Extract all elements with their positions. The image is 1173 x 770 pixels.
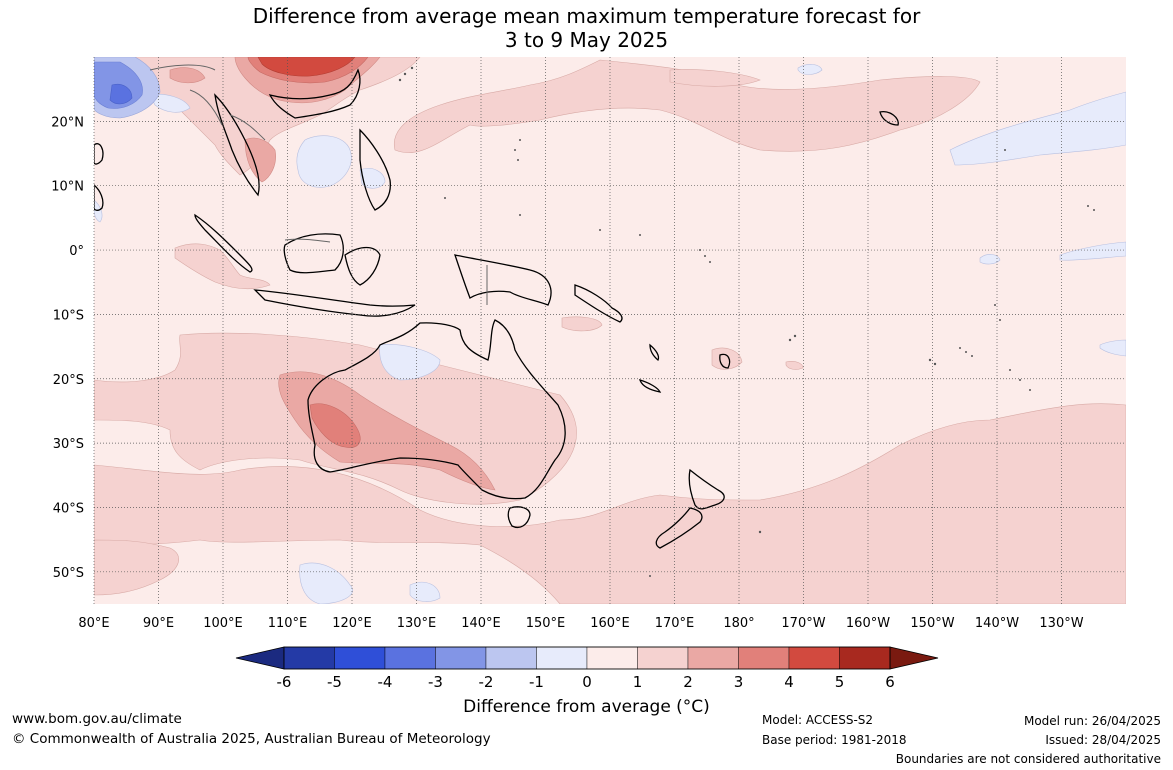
colorbar-tick-label: 5 <box>835 673 845 691</box>
longitude-label: 150°E <box>526 616 566 631</box>
longitude-label: 130°W <box>1039 616 1083 631</box>
anomaly-1-2-regions <box>94 57 1126 604</box>
longitude-labels: 80°E 90°E 100°E 110°E 120°E 130°E 140°E 150°E 16… <box>78 616 1083 631</box>
colorbar-tick-labels: -6 -5 -4 -3 -2 -1 0 1 2 3 4 5 6 <box>277 673 895 691</box>
colorbar-swatch <box>283 646 335 670</box>
map-plot-area <box>94 57 1126 604</box>
colorbar-swatch <box>839 646 891 670</box>
footer-disclaimer: Boundaries are not considered authoritat… <box>895 752 1161 766</box>
longitude-label: 160°W <box>846 616 890 631</box>
latitude-label: 10°S <box>53 308 84 323</box>
footer-model: Model: ACCESS-S2 <box>762 713 874 727</box>
colorbar-swatch <box>435 646 487 670</box>
colorbar-swatch <box>485 646 537 670</box>
colorbar <box>235 646 939 670</box>
colorbar-swatch <box>384 646 436 670</box>
colorbar-tick-label: -1 <box>529 673 544 691</box>
anomaly-neg3-4-regions <box>109 83 133 105</box>
footer-issued: Issued: 28/04/2025 <box>1045 733 1161 747</box>
footer-base-period: Base period: 1981-2018 <box>762 733 907 747</box>
longitude-label: 180° <box>723 616 754 631</box>
colorbar-over-arrow <box>889 646 939 670</box>
colorbar-tick-label: 4 <box>784 673 794 691</box>
latitude-labels: 20°N 10°N 0° 10°S 20°S 30°S 40°S 50°S <box>51 115 84 580</box>
colorbar-swatch <box>738 646 790 670</box>
colorbar-tick-label: -3 <box>428 673 443 691</box>
colorbar-tick-label: 6 <box>885 673 895 691</box>
colorbar-tick-label: 1 <box>633 673 643 691</box>
colorbar-tick-label: -4 <box>378 673 393 691</box>
colorbar-swatch <box>536 646 588 670</box>
map-title-line1: Difference from average mean maximum tem… <box>252 4 921 28</box>
colorbar-swatch <box>788 646 840 670</box>
colorbar-tick-label: 0 <box>582 673 592 691</box>
longitude-label: 140°W <box>975 616 1019 631</box>
latitude-label: 0° <box>69 244 84 259</box>
longitude-label: 120°E <box>332 616 372 631</box>
latitude-label: 20°S <box>53 373 84 388</box>
footer-url[interactable]: www.bom.gov.au/climate <box>12 711 182 727</box>
colorbar-swatch <box>637 646 689 670</box>
longitude-label: 140°E <box>461 616 501 631</box>
colorbar-tick-label: -5 <box>327 673 342 691</box>
colorbar-swatch <box>687 646 739 670</box>
colorbar-tick-label: 2 <box>683 673 693 691</box>
map-title-line2: 3 to 9 May 2025 <box>504 28 669 52</box>
pacific-islands <box>398 66 1095 577</box>
colorbar-under-arrow <box>235 646 285 670</box>
latitude-label: 10°N <box>51 180 84 195</box>
latitude-label: 30°S <box>53 437 84 452</box>
longitude-label: 130°E <box>397 616 437 631</box>
anomaly-neg0-1-regions <box>94 64 1126 604</box>
colorbar-tick-label: -2 <box>479 673 494 691</box>
latitude-label: 50°S <box>53 566 84 581</box>
coastlines <box>94 68 899 549</box>
longitude-label: 90°E <box>143 616 174 631</box>
longitude-label: 160°E <box>590 616 630 631</box>
footer-model-run: Model run: 26/04/2025 <box>1023 714 1161 728</box>
colorbar-tick-label: 3 <box>734 673 744 691</box>
longitude-label: 150°W <box>910 616 954 631</box>
longitude-label: 170°W <box>781 616 825 631</box>
colorbar-swatch <box>586 646 638 670</box>
anomaly-4-5-regions <box>257 57 356 77</box>
longitude-label: 170°E <box>655 616 695 631</box>
longitude-label: 100°E <box>203 616 243 631</box>
latitude-label: 20°N <box>51 115 84 130</box>
graticule <box>93 57 1126 604</box>
colorbar-swatch <box>334 646 386 670</box>
footer-copyright: © Commonwealth of Australia 2025, Austra… <box>12 731 491 747</box>
colorbar-tick-label: -6 <box>277 673 292 691</box>
colorbar-frame <box>283 646 891 670</box>
longitude-label: 110°E <box>268 616 308 631</box>
latitude-label: 40°S <box>53 501 84 516</box>
colorbar-label: Difference from average (°C) <box>463 697 710 717</box>
longitude-label: 80°E <box>78 616 109 631</box>
